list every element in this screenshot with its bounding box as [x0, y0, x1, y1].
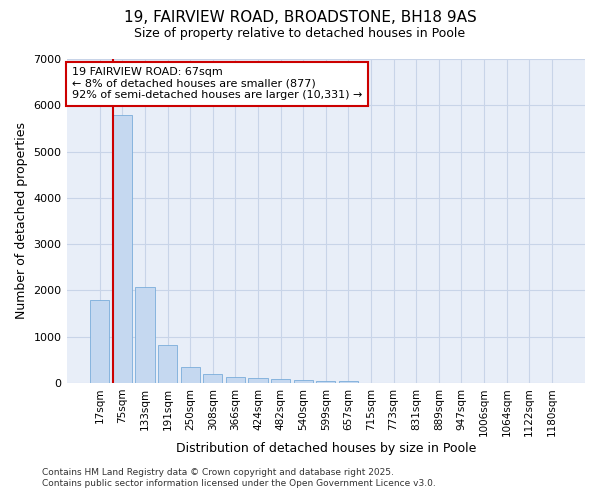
Bar: [158, 345, 177, 383]
Bar: [113, 114, 132, 383]
Text: 19, FAIRVIEW ROAD, BROADSTONE, BH18 9AS: 19, FAIRVIEW ROAD, BROADSTONE, BH18 9AS: [124, 10, 476, 25]
Bar: [181, 366, 200, 383]
Text: Size of property relative to detached houses in Poole: Size of property relative to detached ho…: [134, 28, 466, 40]
Bar: [136, 286, 155, 383]
Bar: [339, 381, 358, 383]
Bar: [293, 380, 313, 383]
Y-axis label: Number of detached properties: Number of detached properties: [15, 122, 28, 320]
Bar: [90, 300, 109, 383]
X-axis label: Distribution of detached houses by size in Poole: Distribution of detached houses by size …: [176, 442, 476, 455]
Bar: [226, 378, 245, 383]
Bar: [203, 374, 223, 383]
Text: 19 FAIRVIEW ROAD: 67sqm
← 8% of detached houses are smaller (877)
92% of semi-de: 19 FAIRVIEW ROAD: 67sqm ← 8% of detached…: [72, 67, 362, 100]
Text: Contains HM Land Registry data © Crown copyright and database right 2025.
Contai: Contains HM Land Registry data © Crown c…: [42, 468, 436, 487]
Bar: [248, 378, 268, 383]
Bar: [316, 382, 335, 383]
Bar: [271, 380, 290, 383]
